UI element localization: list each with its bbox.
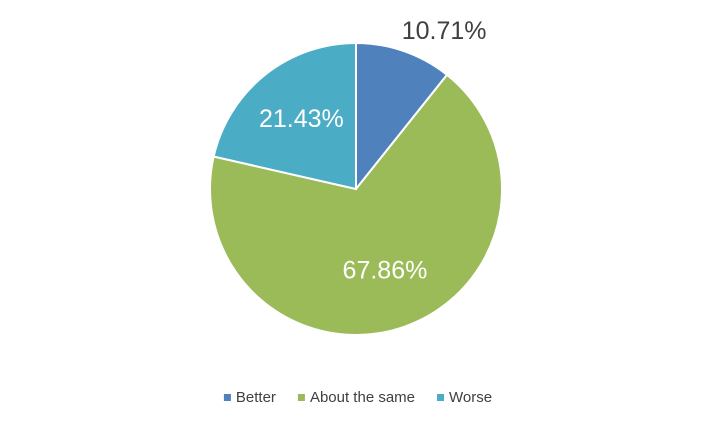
data-label: 67.86% <box>343 256 428 284</box>
data-label: 10.71% <box>402 17 487 45</box>
legend-swatch <box>223 394 231 401</box>
legend-label: Worse <box>449 389 492 406</box>
legend-label: About the same <box>310 389 415 406</box>
pie-slice <box>355 41 449 192</box>
legend-swatch <box>297 394 305 401</box>
legend-swatch <box>437 394 445 401</box>
data-label: 21.43% <box>259 105 344 133</box>
pie-slice <box>212 41 357 191</box>
pie-slice <box>209 73 503 336</box>
legend-label: Better <box>236 389 276 406</box>
